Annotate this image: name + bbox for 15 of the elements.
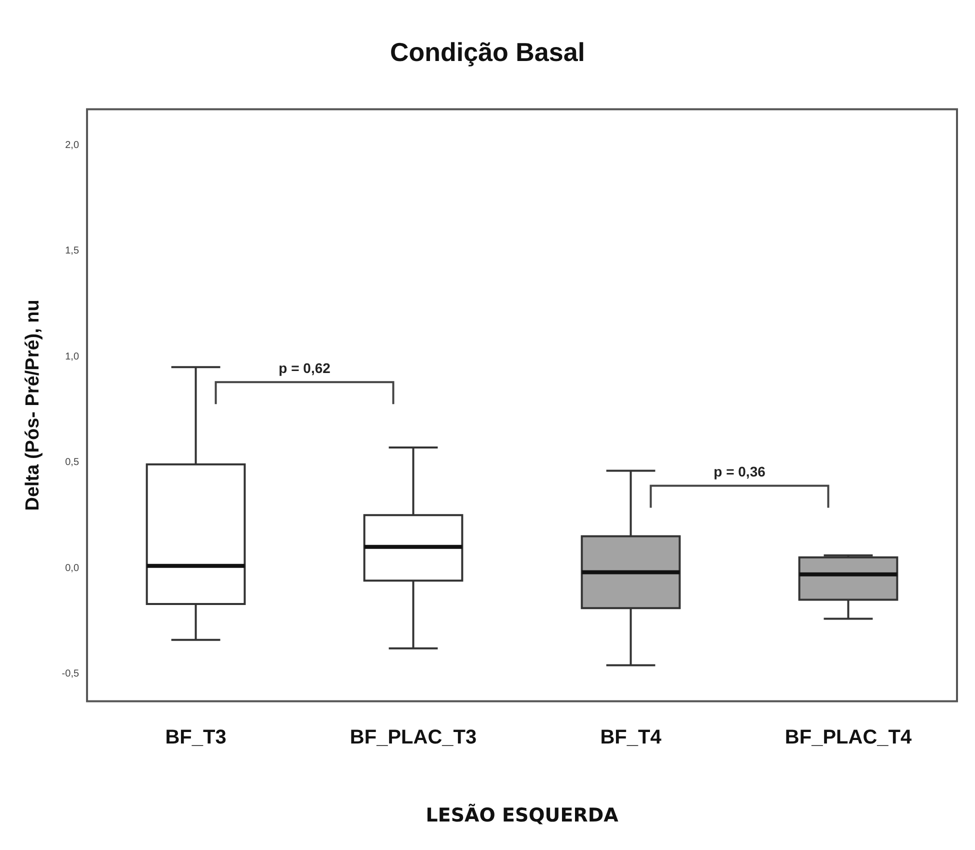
x-tick-label: BF_PLAC_T3 xyxy=(350,726,477,749)
y-tick-label: 1,0 xyxy=(65,351,80,362)
annotation: p = 0,62 xyxy=(278,360,331,376)
y-tick-label: 1,5 xyxy=(65,246,80,257)
y-axis-title: Delta (Pós- Pré/Pré), nu xyxy=(22,300,44,511)
y-tick-label: 0,5 xyxy=(65,457,80,468)
y-tick-label: -0,5 xyxy=(62,668,80,680)
y-tick-label: 2,0 xyxy=(65,140,80,151)
x-tick-label: BF_T3 xyxy=(165,726,226,749)
chart-title: Condição Basal xyxy=(390,36,586,67)
annotation: p = 0,36 xyxy=(714,464,766,480)
y-tick-label: 0,0 xyxy=(65,562,80,574)
x-tick-label: BF_T4 xyxy=(600,726,662,749)
x-axis-title: LESÃO ESQUERDA xyxy=(426,804,619,827)
x-tick-label: BF_PLAC_T4 xyxy=(784,726,912,749)
